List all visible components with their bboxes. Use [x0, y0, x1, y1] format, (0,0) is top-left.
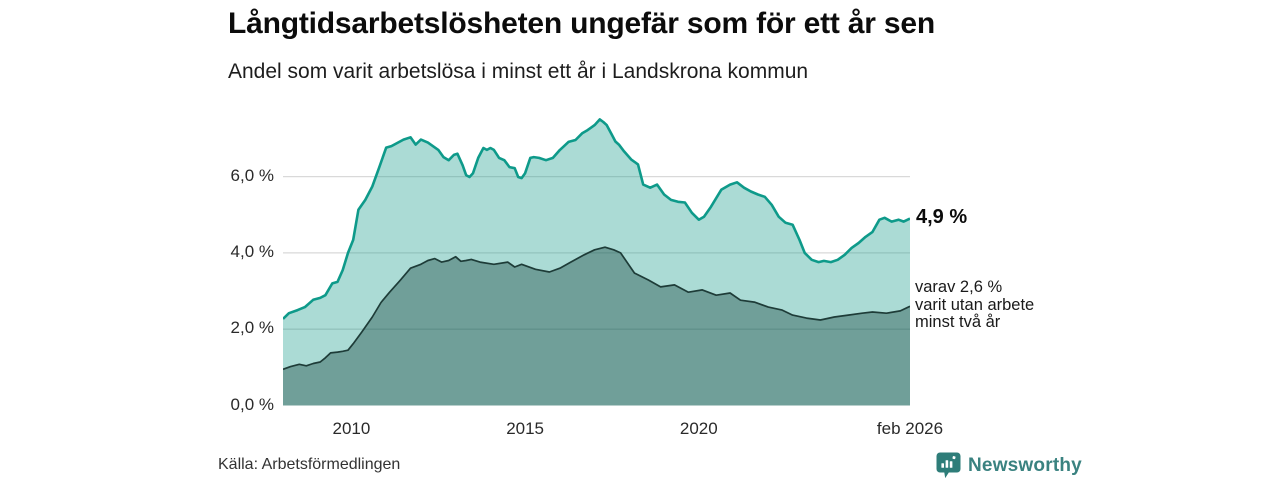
x-tick-label: feb 2026: [876, 419, 944, 438]
chart-subtitle: Andel som varit arbetslösa i minst ett å…: [228, 60, 809, 83]
end-value-label-secondary-line: varit utan arbete: [915, 295, 1035, 314]
y-tick-label: 2,0 %: [230, 318, 274, 338]
area-chart-plot: [283, 118, 910, 406]
series-line-primary: [283, 118, 910, 320]
area-fill-primary: [283, 119, 910, 406]
end-value-label-secondary: varav 2,6 % varit utan arbete minst två …: [915, 279, 1034, 332]
area-fill-secondary: [283, 247, 910, 406]
y-tick-label: 6,0 %: [230, 165, 274, 185]
source-caption: Källa: Arbetsförmedlingen: [218, 456, 401, 473]
x-tick-label: 2015: [506, 419, 545, 438]
newsworthy-logo[interactable]: Newsworthy: [936, 452, 1082, 479]
y-tick-label: 4,0 %: [230, 241, 274, 261]
page-title: Långtidsarbetslösheten ungefär som för e…: [228, 7, 936, 40]
end-value-label-secondary-line: minst två år: [915, 313, 1001, 332]
x-tick-label: 2010: [332, 419, 371, 438]
end-value-label-primary: 4,9 %: [916, 205, 968, 228]
series-line-secondary: [283, 246, 910, 371]
newsworthy-bubble-chart-icon: [936, 452, 961, 479]
end-value-label-secondary-line: varav 2,6 %: [915, 278, 1003, 297]
x-tick-label: 2020: [679, 419, 718, 438]
y-tick-label: 0,0 %: [230, 394, 274, 414]
newsworthy-wordmark: Newsworthy: [968, 454, 1082, 476]
